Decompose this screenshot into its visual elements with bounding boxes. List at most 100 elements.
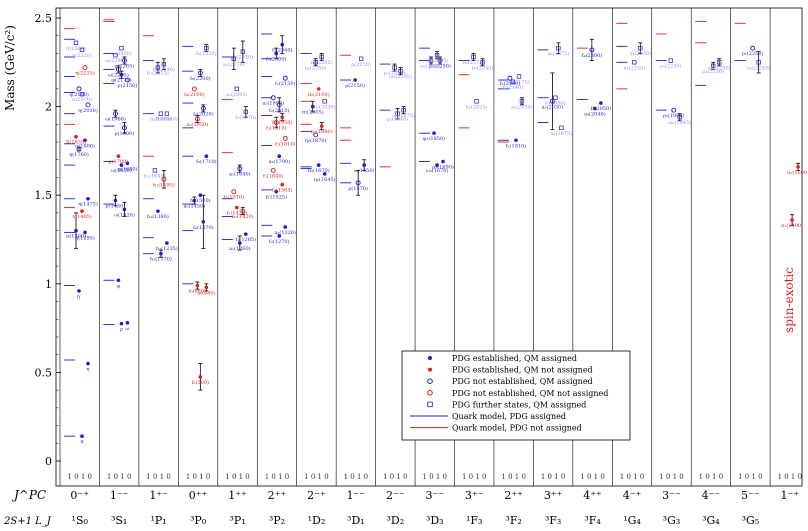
state-label: f₂′(1525) <box>265 194 287 201</box>
state-label: π₂(1880) <box>311 128 333 135</box>
state-label: ρ₄(2230) <box>702 68 724 75</box>
state-marker <box>274 189 279 194</box>
state-label: f₂(1640) <box>263 172 284 179</box>
state-label: f₀(2200) <box>190 75 211 82</box>
y-tick-label: 2 <box>45 101 52 114</box>
state-marker <box>231 189 237 195</box>
legend-label: PDG established, QM not assigned <box>452 366 593 375</box>
state-label: b₁(2240) <box>153 66 175 73</box>
column-sublabel: 1 0 1 0 <box>659 473 684 481</box>
state-label: ω(1650) <box>354 167 375 174</box>
state-label: ρ₅(2350) <box>742 50 764 57</box>
state-marker <box>235 205 239 210</box>
state-label: ω₃(2285) <box>426 57 449 64</box>
state-marker <box>125 161 130 166</box>
state-label: ω(2330) <box>111 50 132 57</box>
state-label: h₁(2215) <box>147 70 169 77</box>
state-label: ρ(2150) <box>345 82 365 89</box>
state-label: ρ <box>120 327 123 333</box>
column-sublabel: 1 0 1 0 <box>462 473 487 481</box>
state-label: f₂(2140) <box>503 84 524 91</box>
state-marker <box>796 165 800 169</box>
state-marker <box>240 208 246 214</box>
state-label: π₂(2100) <box>308 91 330 98</box>
state-marker <box>115 66 121 72</box>
y-axis-label: Mass (GeV/c²) <box>3 25 17 111</box>
state-marker <box>80 434 84 438</box>
state-marker <box>790 218 794 222</box>
state-label: f₂(2300) <box>266 55 287 62</box>
state-label: f₀(980) <box>189 288 206 295</box>
legend-label: PDG not established, QM assigned <box>452 377 593 386</box>
state-marker <box>121 58 127 63</box>
state-marker <box>519 99 525 104</box>
legend-label: Quark model, PDG not assigned <box>452 424 582 433</box>
state-marker <box>471 54 476 60</box>
state-marker <box>589 47 595 53</box>
state-label: η(1760) <box>69 151 89 158</box>
state-label: f₂(1565) <box>272 187 293 194</box>
state-label: f₀(2100) <box>184 91 205 98</box>
state-marker <box>195 283 200 288</box>
state-label: a₂(1700) <box>268 158 290 165</box>
state-label: η₂(1645) <box>314 176 336 183</box>
legend-label: PDG established, QM assigned <box>452 354 577 363</box>
state-label: ρ₂(1940) <box>387 116 409 123</box>
state-label: a₃(1875) <box>551 130 573 137</box>
state-marker <box>83 138 87 143</box>
term-label: ³G₅ <box>742 514 760 527</box>
state-marker <box>711 63 716 68</box>
state-marker <box>480 60 485 65</box>
state-marker <box>158 111 164 116</box>
state-marker <box>112 111 118 117</box>
state-marker <box>507 75 513 81</box>
state-marker <box>282 136 288 141</box>
state-label: η′ <box>77 294 82 300</box>
term-label: ³F₄ <box>584 514 601 527</box>
state-label: π <box>80 439 84 445</box>
jpc-label: 5⁻⁻ <box>741 489 760 502</box>
state-marker <box>240 49 245 54</box>
state-label: η(2320) <box>72 52 92 59</box>
state-marker <box>83 230 87 235</box>
column-sublabel: 1 0 1 0 <box>541 473 566 481</box>
state-label: ω(1960) <box>105 116 126 123</box>
state-marker <box>201 219 206 224</box>
state-marker <box>668 58 673 63</box>
legend-symbol <box>428 367 432 372</box>
state-marker <box>74 228 78 233</box>
state-marker <box>717 60 722 65</box>
state-label: π₄(2250) <box>623 64 645 71</box>
state-marker <box>316 163 321 167</box>
state-label: f₁(1510) <box>224 194 245 201</box>
column-sublabel: 1 0 1 0 <box>107 473 132 481</box>
state-label: ρ(2270) <box>351 61 371 68</box>
state-marker <box>280 182 285 187</box>
state-label: ρ(2150) <box>118 82 138 89</box>
state-marker <box>116 154 121 159</box>
state-marker <box>556 45 561 51</box>
state-label: h₁(1965) <box>150 116 172 123</box>
state-label: ρ(1570) <box>348 185 368 192</box>
jpc-label: 1⁺⁺ <box>228 489 247 502</box>
state-label: f₀(2020) <box>193 110 214 117</box>
term-label: ¹P₁ <box>151 514 167 527</box>
state-label: ω₄(2250) <box>708 64 731 71</box>
state-marker <box>437 58 443 63</box>
y-axis: 0 0.5 1 1.5 2 2.5 <box>35 12 61 468</box>
state-label: h₃(2275) <box>463 59 485 66</box>
state-label: φ <box>117 283 121 289</box>
state-marker <box>276 102 282 108</box>
state-label: f₄(2050) <box>591 105 612 112</box>
state-label: ω₃(1945) <box>668 119 691 126</box>
state-marker <box>283 225 288 229</box>
state-marker <box>353 78 357 82</box>
state-label: π(2360) <box>66 45 86 52</box>
state-label: φ₃(1850) <box>423 135 445 142</box>
column-sublabel: 1 0 1 0 <box>344 473 369 481</box>
state-marker <box>152 168 158 173</box>
state-marker <box>593 106 597 111</box>
state-label: π₁(1400) <box>781 222 803 229</box>
jpc-label: 0⁺⁺ <box>189 489 208 502</box>
state-label: π₂(1670) <box>308 167 330 174</box>
